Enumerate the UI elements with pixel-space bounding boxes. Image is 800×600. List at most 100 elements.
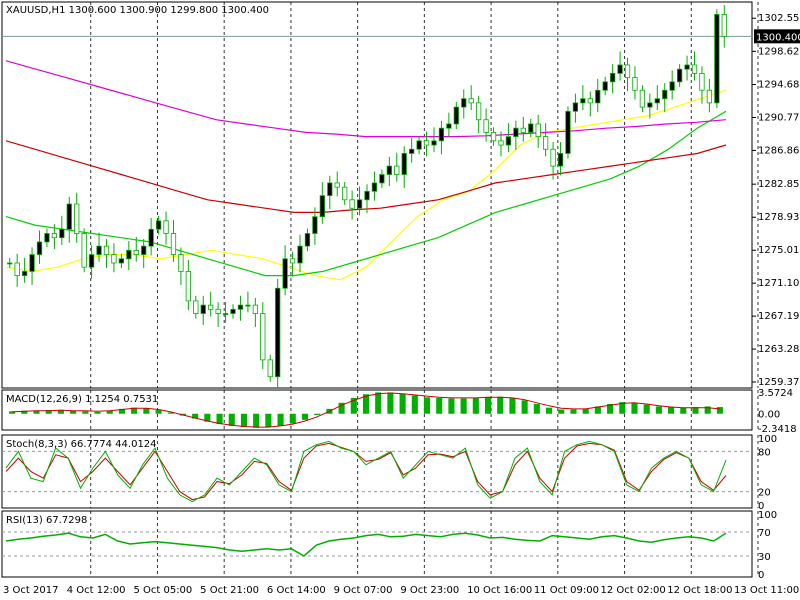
moving-average-ma_fast bbox=[5, 89, 727, 281]
candle-body bbox=[647, 102, 653, 108]
candle-body bbox=[565, 110, 571, 154]
x-tick-label: 9 Oct 23:00 bbox=[400, 585, 459, 596]
candle-body bbox=[111, 254, 117, 264]
candle-body bbox=[208, 304, 214, 310]
rsi-line bbox=[5, 532, 727, 557]
moving-average-ma_mid bbox=[5, 110, 727, 277]
candle-body bbox=[513, 127, 519, 137]
price-marks bbox=[2, 5, 752, 389]
candle-body bbox=[446, 123, 452, 129]
candle-body bbox=[639, 89, 646, 108]
candle-body bbox=[126, 249, 132, 260]
candle-body bbox=[245, 304, 251, 307]
candle-body bbox=[691, 64, 698, 74]
candle-body bbox=[237, 304, 244, 310]
stoch-marks bbox=[2, 440, 752, 503]
candle-body bbox=[528, 123, 534, 133]
candle-body bbox=[379, 174, 385, 184]
candle-body bbox=[595, 89, 601, 104]
candle-body bbox=[88, 254, 95, 268]
current-price-tag bbox=[754, 29, 800, 44]
candle-body bbox=[66, 203, 72, 230]
candle-body bbox=[133, 249, 139, 255]
candle-body bbox=[557, 153, 564, 167]
main-panel-frame bbox=[1, 1, 753, 389]
macd-tick-label: 3.5724 bbox=[758, 388, 793, 399]
candle-body bbox=[36, 241, 43, 255]
x-tick-label: 5 Oct 21:00 bbox=[200, 585, 259, 596]
y-tick-label: 1271.105 bbox=[758, 278, 800, 289]
candle-body bbox=[498, 140, 504, 146]
x-tick-label: 13 Oct 11:00 bbox=[734, 585, 799, 596]
x-tick-label: 10 Oct 16:00 bbox=[467, 585, 532, 596]
candle-body bbox=[699, 73, 705, 91]
candle-body bbox=[178, 254, 184, 272]
x-tick-label: 12 Oct 02:00 bbox=[601, 585, 666, 596]
candle-body bbox=[267, 359, 273, 378]
candle-body bbox=[602, 81, 608, 91]
macd-panel: MACD(12,26,9) 1.1254 0.7531 bbox=[1, 389, 753, 431]
candle-body bbox=[170, 233, 177, 255]
rsi-panel: RSI(13) 67.7298 bbox=[1, 510, 753, 578]
rsi-panel-frame bbox=[1, 510, 753, 578]
candle-body bbox=[319, 195, 325, 218]
candle-body bbox=[386, 165, 392, 175]
axis-layer: 3 Oct 2017 4 Oct 12:00 5 Oct 05:00 5 Oct 21… bbox=[3, 13, 800, 596]
grid-layer bbox=[90, 2, 759, 577]
stoch-tick-label: 20 bbox=[758, 488, 771, 499]
candle-body bbox=[81, 233, 87, 268]
candle-body bbox=[669, 81, 675, 91]
candle-body bbox=[654, 98, 660, 104]
candle-body bbox=[7, 262, 13, 265]
candle-body bbox=[453, 106, 459, 125]
candle-body bbox=[215, 308, 221, 314]
candle-body bbox=[580, 98, 586, 104]
stoch-tick-label: 100 bbox=[758, 434, 777, 445]
y-tick-label: 1294.680 bbox=[758, 80, 800, 91]
rsi-label: RSI(13) 67.7298 bbox=[6, 515, 87, 526]
x-tick-label: 11 Oct 09:00 bbox=[534, 585, 599, 596]
candle-body bbox=[230, 308, 236, 314]
candle-body bbox=[44, 233, 50, 243]
candle-body bbox=[51, 233, 58, 239]
candle-body bbox=[155, 220, 162, 230]
x-tick-label: 9 Oct 07:00 bbox=[334, 585, 393, 596]
candle-body bbox=[632, 77, 638, 91]
macd-panel-frame bbox=[1, 389, 753, 431]
stoch-panel-frame bbox=[1, 434, 753, 509]
candle-body bbox=[676, 68, 683, 83]
stochastic-panel: Stoch(8,3,3) 66.7774 44.0124 bbox=[1, 434, 753, 509]
main-price-panel: XAUUSD,H1 1300.600 1300.900 1299.800 130… bbox=[1, 1, 753, 389]
candle-body bbox=[304, 233, 311, 247]
candle-body bbox=[461, 98, 467, 108]
rsi-tick-label: 100 bbox=[758, 510, 777, 521]
candle-body bbox=[394, 165, 400, 175]
candle-body bbox=[490, 131, 497, 142]
candle-body bbox=[356, 199, 363, 209]
stoch-label: Stoch(8,3,3) 66.7774 44.0124 bbox=[6, 439, 157, 450]
y-tick-label: 1259.375 bbox=[758, 377, 800, 388]
y-tick-label: 1298.620 bbox=[758, 46, 800, 57]
candle-body bbox=[252, 304, 258, 314]
symbol-info: XAUUSD,H1 1300.600 1300.900 1299.800 130… bbox=[6, 5, 269, 16]
candle-body bbox=[334, 182, 340, 188]
candle-body bbox=[543, 136, 549, 150]
candle-body bbox=[572, 102, 579, 112]
candle-body bbox=[289, 258, 296, 264]
candle-body bbox=[74, 203, 80, 234]
x-tick-label: 3 Oct 2017 bbox=[3, 585, 58, 596]
candle-body bbox=[118, 258, 125, 264]
candle-body bbox=[103, 245, 110, 255]
candle-body bbox=[483, 119, 489, 133]
y-tick-label: 1278.930 bbox=[758, 212, 800, 223]
rsi-tick-label: 30 bbox=[758, 552, 771, 563]
candle-body bbox=[423, 140, 430, 146]
y-tick-label: 1267.195 bbox=[758, 311, 800, 322]
candle-body bbox=[29, 254, 35, 272]
macd-label: MACD(12,26,9) 1.1254 0.7531 bbox=[6, 394, 158, 405]
candle-body bbox=[260, 313, 266, 361]
macd-tick-label: -2.3418 bbox=[758, 424, 797, 435]
x-tick-label: 12 Oct 18:00 bbox=[667, 585, 732, 596]
